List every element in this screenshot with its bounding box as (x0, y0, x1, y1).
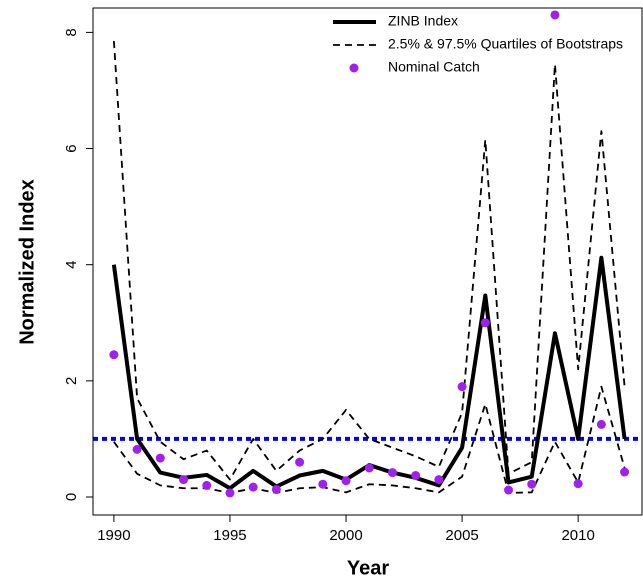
legend-label: Nominal Catch (388, 59, 480, 75)
x-tick-label: 2010 (561, 527, 594, 544)
x-tick-label: 1990 (97, 527, 130, 544)
data-point (364, 463, 374, 473)
data-point (109, 350, 119, 360)
data-point (527, 479, 537, 489)
data-point (596, 419, 606, 429)
data-point (387, 468, 397, 478)
legend-label: 2.5% & 97.5% Quartiles of Bootstraps (388, 36, 623, 52)
plot-area (93, 10, 642, 498)
data-point (318, 479, 328, 489)
data-point (271, 484, 281, 494)
series-line (113, 385, 626, 494)
data-point (457, 382, 467, 392)
data-point (202, 480, 212, 490)
series-line (112, 41, 626, 481)
data-point (411, 471, 421, 481)
data-point (132, 444, 142, 454)
x-tick-label: 2000 (329, 527, 362, 544)
legend-label: ZINB Index (388, 13, 458, 29)
data-point (155, 453, 165, 463)
x-axis-label: Year (347, 557, 389, 579)
data-point (295, 457, 305, 467)
x-tick-label: 1995 (213, 527, 246, 544)
data-point (434, 475, 444, 485)
data-point (341, 476, 351, 486)
data-point (620, 467, 630, 477)
data-point (573, 479, 583, 489)
data-point (179, 475, 189, 485)
data-point (504, 485, 514, 495)
data-point (550, 10, 560, 20)
y-tick-label: 0 (63, 493, 80, 501)
y-axis-label: Normalized Index (16, 179, 38, 345)
x-tick-label: 2005 (445, 527, 478, 544)
series-line (111, 255, 627, 491)
data-point (225, 488, 235, 498)
y-tick-label: 2 (63, 377, 80, 385)
data-point (248, 482, 258, 492)
y-tick-label: 4 (63, 261, 80, 269)
legend-marker (349, 63, 359, 73)
y-tick-label: 6 (63, 144, 80, 152)
data-point (480, 318, 490, 328)
y-tick-label: 8 (63, 28, 80, 36)
